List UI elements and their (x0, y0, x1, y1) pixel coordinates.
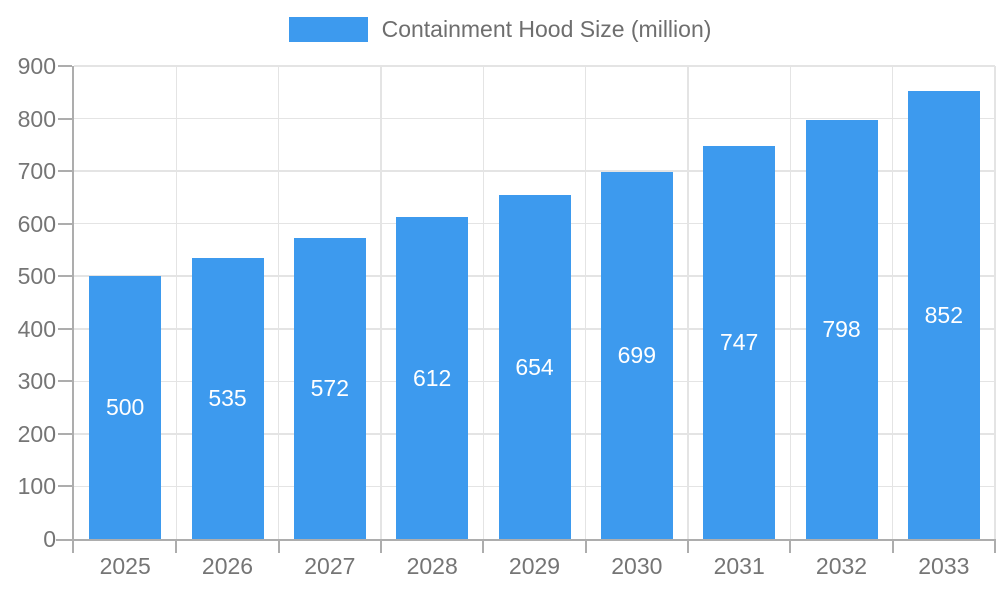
y-tick-label: 500 (17, 263, 56, 290)
bar: 852 (907, 91, 980, 539)
bar: 612 (396, 217, 469, 539)
plot-area: 0 100 200 300 400 500 600 700 800 900 500 2025 535 20… (18, 54, 996, 579)
bar-value-label: 612 (412, 364, 452, 391)
y-axis-tick (58, 485, 72, 488)
x-axis-tick (482, 539, 485, 553)
x-tick-label: 2033 (918, 553, 970, 579)
x-tick-label: 2026 (201, 553, 254, 579)
y-tick-label: 300 (17, 368, 56, 395)
bar: 747 (703, 146, 776, 539)
bar: 535 (191, 257, 264, 539)
y-axis-tick (58, 65, 72, 67)
legend-label: Containment Hood Size (million) (381, 16, 712, 42)
bar: 654 (498, 195, 571, 539)
bar: 699 (600, 171, 673, 539)
x-gridline (277, 66, 280, 539)
x-axis-tick (584, 539, 587, 553)
x-gridline (789, 66, 792, 539)
y-gridline (74, 117, 995, 120)
x-axis-tick (789, 539, 792, 553)
y-axis-tick (58, 432, 72, 435)
x-axis-tick (891, 539, 894, 553)
x-tick-label: 2027 (304, 553, 356, 579)
y-tick-label: 200 (17, 420, 56, 447)
bar-value-label: 852 (924, 301, 964, 328)
y-tick-label: 900 (17, 53, 56, 79)
y-tick-label: 0 (43, 526, 56, 552)
y-axis-tick (58, 275, 72, 278)
y-tick-label: 800 (17, 105, 56, 132)
y-gridline (74, 170, 995, 172)
bar-value-label: 572 (310, 375, 350, 402)
bar: 798 (805, 119, 878, 539)
x-gridline (994, 66, 996, 539)
x-tick-label: 2030 (611, 553, 663, 579)
x-axis-tick (687, 539, 689, 553)
x-tick-label: 2029 (508, 553, 561, 579)
x-tick-label: 2028 (406, 553, 458, 579)
bar-value-label: 798 (822, 315, 861, 342)
x-tick-label: 2025 (99, 553, 151, 579)
y-tick-label: 600 (17, 210, 56, 237)
y-axis-tick (58, 170, 72, 173)
y-axis-tick (58, 327, 72, 330)
y-axis-tick (58, 222, 72, 225)
y-axis-tick (58, 117, 72, 120)
y-axis-tick (58, 380, 72, 383)
x-axis-tick (175, 539, 178, 553)
x-axis-tick (380, 539, 382, 553)
chart-legend[interactable]: Containment Hood Size (million) (0, 16, 1000, 43)
bar-value-label: 747 (719, 329, 759, 356)
x-axis-tick (277, 539, 280, 553)
x-gridline (175, 66, 178, 539)
y-axis-line (72, 66, 74, 553)
bar: 500 (89, 276, 162, 539)
x-axis-line (56, 539, 995, 541)
x-gridline (482, 66, 485, 539)
x-gridline (891, 66, 894, 539)
y-tick-label: 100 (17, 473, 56, 500)
x-tick-label: 2032 (815, 553, 868, 579)
bar: 572 (293, 238, 366, 539)
x-axis-tick (994, 539, 996, 553)
x-gridline (584, 66, 587, 539)
x-gridline (380, 66, 382, 539)
bar-value-label: 500 (105, 394, 145, 421)
y-tick-label: 400 (17, 315, 56, 342)
x-tick-label: 2031 (713, 553, 765, 579)
legend-swatch-icon (288, 17, 368, 42)
bar-value-label: 654 (515, 353, 554, 380)
x-gridline (687, 66, 689, 539)
bar-value-label: 699 (617, 341, 657, 368)
bar-value-label: 535 (208, 384, 247, 411)
y-tick-label: 700 (17, 158, 56, 185)
y-gridline (74, 65, 995, 67)
